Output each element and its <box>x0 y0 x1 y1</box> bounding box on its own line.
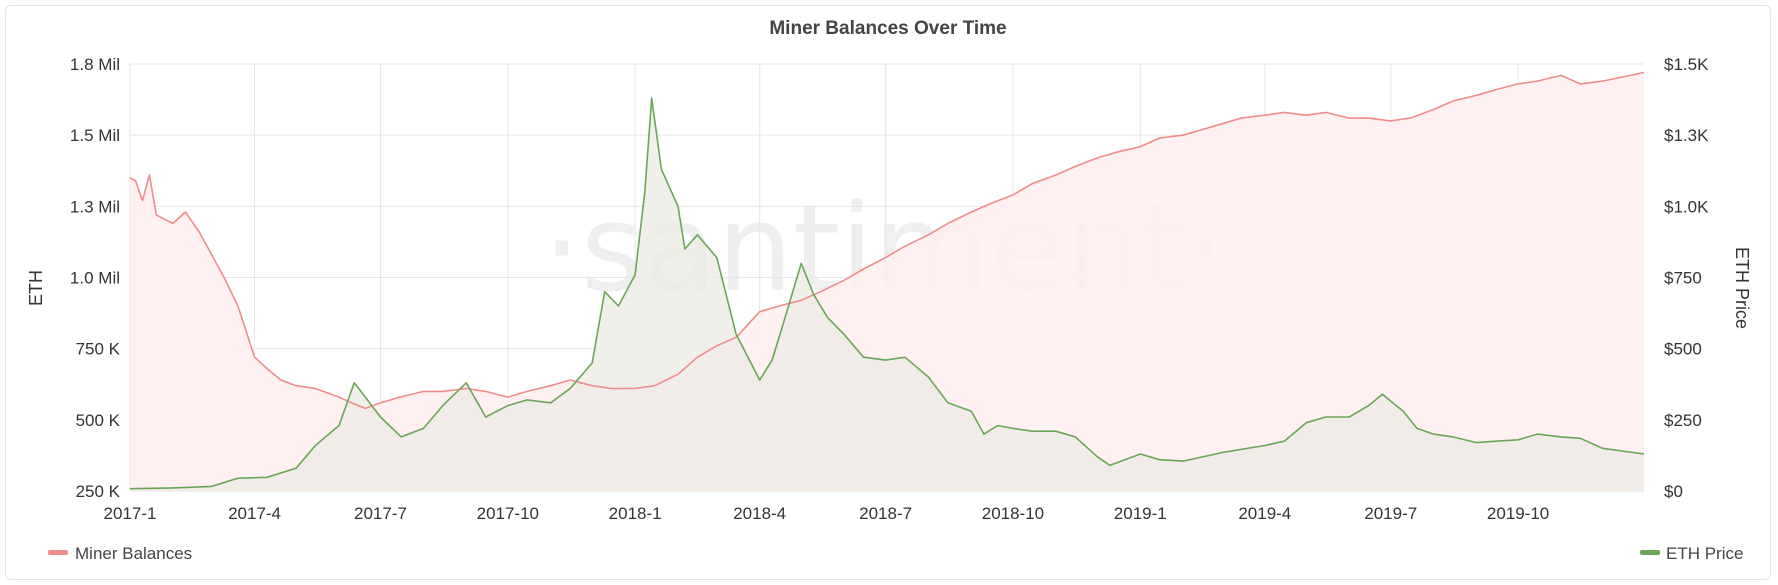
y-left-axis: 250 K 500 K 750 K 1.0 Mil 1.3 Mil 1.5 Mil 1.8 … <box>70 55 121 501</box>
legend-miner-balances[interactable]: Miner Balances <box>48 544 192 563</box>
y-right-tick-label: $750 <box>1664 269 1702 288</box>
y-right-tick-label: $250 <box>1664 411 1702 430</box>
area-miner-balances <box>130 72 1644 491</box>
y-right-tick-label: $0 <box>1664 482 1683 501</box>
x-tick-label: 2018-10 <box>982 504 1044 523</box>
y-right-tick-label: $1.5K <box>1664 55 1709 74</box>
y-right-tick-label: $1.0K <box>1664 197 1709 216</box>
x-tick-label: 2017-4 <box>228 504 281 523</box>
y-right-tick-label: $500 <box>1664 340 1702 359</box>
x-tick-label: 2018-7 <box>859 504 912 523</box>
legend-eth-price[interactable]: ETH Price <box>1640 544 1743 563</box>
y-left-tick-label: 1.3 Mil <box>70 197 120 216</box>
series-lines <box>129 71 1645 490</box>
x-tick-label: 2019-10 <box>1487 504 1549 523</box>
legend-label-eth-price: ETH Price <box>1666 544 1743 563</box>
series-areas <box>130 72 1644 491</box>
x-tick-label: 2019-4 <box>1238 504 1291 523</box>
chart-title: Miner Balances Over Time <box>769 18 1006 39</box>
y-left-tick-label: 250 K <box>76 482 121 501</box>
y-left-tick-label: 1.5 Mil <box>70 126 120 145</box>
y-left-tick-label: 1.8 Mil <box>70 55 120 74</box>
x-tick-label: 2017-1 <box>104 504 157 523</box>
x-tick-label: 2018-1 <box>609 504 662 523</box>
y-left-tick-label: 500 K <box>76 411 121 430</box>
x-tick-label: 2017-7 <box>354 504 407 523</box>
x-axis: 2017-1 2017-4 2017-7 2017-10 2018-1 2018-4 201… <box>104 504 1550 523</box>
y-right-tick-label: $1.3K <box>1664 126 1709 145</box>
x-tick-label: 2018-4 <box>733 504 786 523</box>
y-right-axis-label: ETH Price <box>1732 247 1752 329</box>
x-tick-label: 2017-10 <box>477 504 539 523</box>
y-left-axis-label: ETH <box>26 270 46 306</box>
y-right-axis: $0 $250 $500 $750 $1.0K $1.3K $1.5K <box>1664 55 1709 501</box>
legend-label-miner-balances: Miner Balances <box>75 544 192 563</box>
area-eth-price <box>130 98 1644 491</box>
x-tick-label: 2019-7 <box>1364 504 1417 523</box>
y-left-tick-label: 750 K <box>76 340 121 359</box>
y-left-tick-label: 1.0 Mil <box>70 269 120 288</box>
legend-swatch-eth-price <box>1640 550 1660 555</box>
line-miner-balances <box>129 71 1645 410</box>
x-tick-label: 2019-1 <box>1114 504 1167 523</box>
line-eth-price <box>129 97 1645 490</box>
legend-swatch-miner-balances <box>48 550 68 555</box>
